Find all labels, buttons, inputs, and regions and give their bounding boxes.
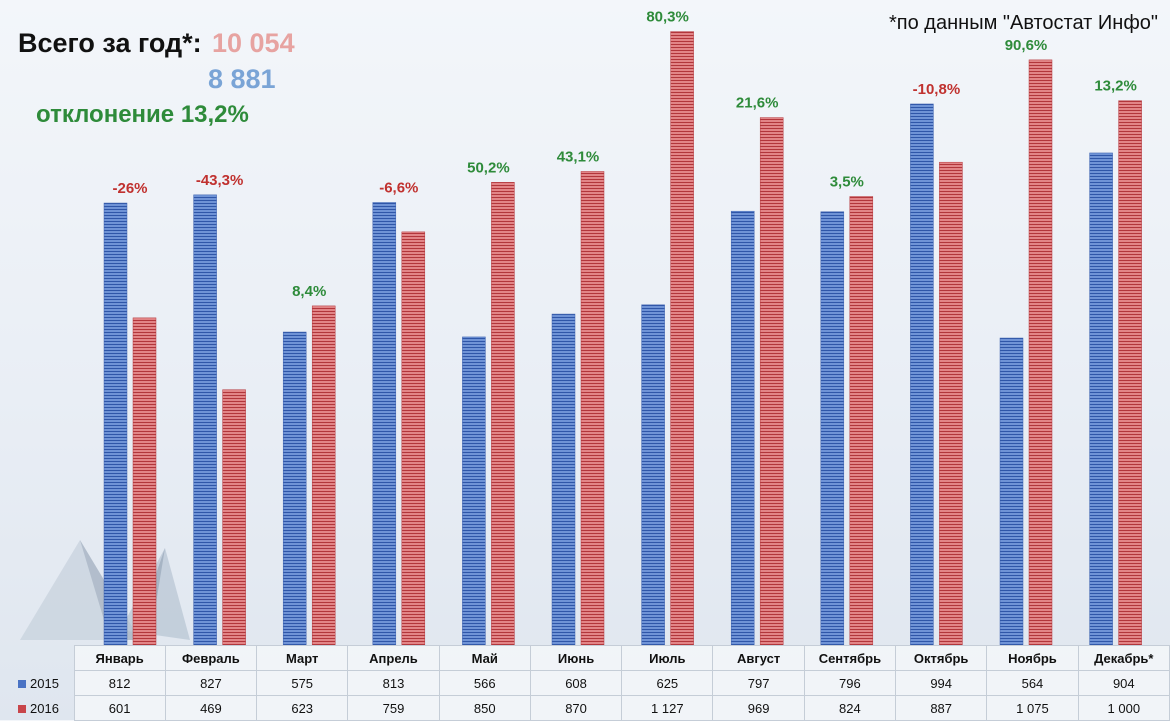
table-cell: 1 075 (986, 695, 1079, 721)
change-label: 8,4% (292, 283, 326, 300)
bar-2016 (849, 196, 874, 646)
bar-2015 (372, 202, 397, 646)
table-cell: 904 (1077, 670, 1170, 696)
change-label: 90,6% (1005, 37, 1048, 54)
table-header-cell: Декабрь* (1077, 645, 1170, 671)
bar-2016 (1028, 59, 1053, 646)
bar-2015 (820, 211, 845, 646)
legend-label-2016: 2016 (30, 700, 59, 716)
legend-swatch-2015 (18, 680, 26, 689)
bar-2015 (462, 336, 486, 646)
summary-total-2015: 8 881 (208, 64, 276, 94)
bar-2016 (491, 182, 515, 646)
change-label: 3,5% (830, 173, 864, 190)
bar-2015 (282, 331, 307, 646)
bar-2016 (939, 161, 963, 646)
change-label: -26% (112, 180, 147, 197)
table-row-2016: 2016 601 469 623 759 850 870 1 127 969 8… (0, 695, 1170, 721)
table-cell: 797 (712, 670, 805, 696)
table-cell: 870 (529, 695, 623, 721)
source-note: *по данным "Автостат Инфо" (889, 12, 1158, 34)
legend-label-2015: 2015 (30, 675, 59, 691)
table-cell: 566 (438, 670, 531, 696)
bar-2015 (999, 337, 1024, 646)
bar-2016 (222, 389, 246, 646)
table-header-cell: Октябрь (895, 645, 988, 671)
bar-2016 (759, 117, 784, 646)
table-cell: 969 (712, 695, 805, 721)
table-corner (0, 646, 74, 671)
table-header-cell: Август (712, 645, 805, 671)
table-cell: 625 (621, 670, 714, 696)
table-cell: 850 (438, 695, 531, 721)
bar-2016 (1118, 100, 1142, 646)
table-header-cell: Июнь (529, 645, 623, 671)
bar-2016 (670, 31, 694, 646)
bar-2015 (103, 202, 128, 646)
change-label: 21,6% (736, 95, 779, 112)
table-cell: 564 (986, 670, 1079, 696)
table-cell: 1 127 (621, 695, 714, 721)
table-cell: 796 (803, 670, 897, 696)
legend-swatch-2016 (18, 705, 26, 714)
summary-deviation: отклонение 13,2% (36, 101, 249, 128)
table-cell: 1 000 (1077, 695, 1170, 721)
bar-2015 (730, 210, 755, 646)
bar-2015 (910, 103, 934, 646)
bar-2015 (1089, 152, 1113, 646)
table-cell: 623 (256, 695, 349, 721)
table-cell: 994 (895, 670, 988, 696)
summary-label: Всего за год*: (18, 28, 202, 58)
table-cell: 469 (164, 695, 258, 721)
legend-2015: 2015 (0, 671, 74, 696)
change-label: -6,6% (379, 179, 418, 196)
change-label: 43,1% (557, 148, 600, 165)
summary-total-2016: 10 054 (212, 28, 295, 58)
change-label: -10,8% (913, 81, 961, 98)
table-cell: 824 (803, 695, 897, 721)
bar-2016 (401, 231, 426, 646)
bar-2015 (193, 194, 217, 646)
table-cell: 608 (529, 670, 623, 696)
bar-2015 (641, 304, 665, 646)
data-table: Январь Февраль Март Апрель Май Июнь Июль… (0, 645, 1170, 721)
table-cell: 827 (164, 670, 258, 696)
change-label: 80,3% (646, 9, 689, 26)
table-cell: 812 (73, 670, 166, 696)
table-row-2015: 2015 812 827 575 813 566 608 625 797 796… (0, 670, 1170, 696)
bar-2016 (132, 317, 157, 646)
legend-2016: 2016 (0, 696, 74, 721)
table-header-cell: Сентябрь (803, 645, 897, 671)
change-label: 50,2% (467, 159, 510, 176)
table-header-row: Январь Февраль Март Апрель Май Июнь Июль… (0, 645, 1170, 671)
table-header-cell: Февраль (164, 645, 258, 671)
table-cell: 813 (347, 670, 440, 696)
table-header-cell: Март (256, 645, 349, 671)
bar-2016 (311, 305, 336, 646)
change-label: 13,2% (1094, 78, 1137, 95)
bar-2016 (580, 171, 605, 646)
table-header-cell: Январь (73, 645, 166, 671)
table-cell: 575 (256, 670, 349, 696)
change-label: -43,3% (196, 172, 244, 189)
table-cell: 601 (73, 695, 166, 721)
table-header-cell: Май (438, 645, 531, 671)
table-cell: 759 (347, 695, 440, 721)
table-header-cell: Июль (621, 645, 714, 671)
table-header-cell: Ноябрь (986, 645, 1079, 671)
bar-2015 (551, 313, 576, 646)
table-cell: 887 (895, 695, 988, 721)
table-header-cell: Апрель (347, 645, 440, 671)
